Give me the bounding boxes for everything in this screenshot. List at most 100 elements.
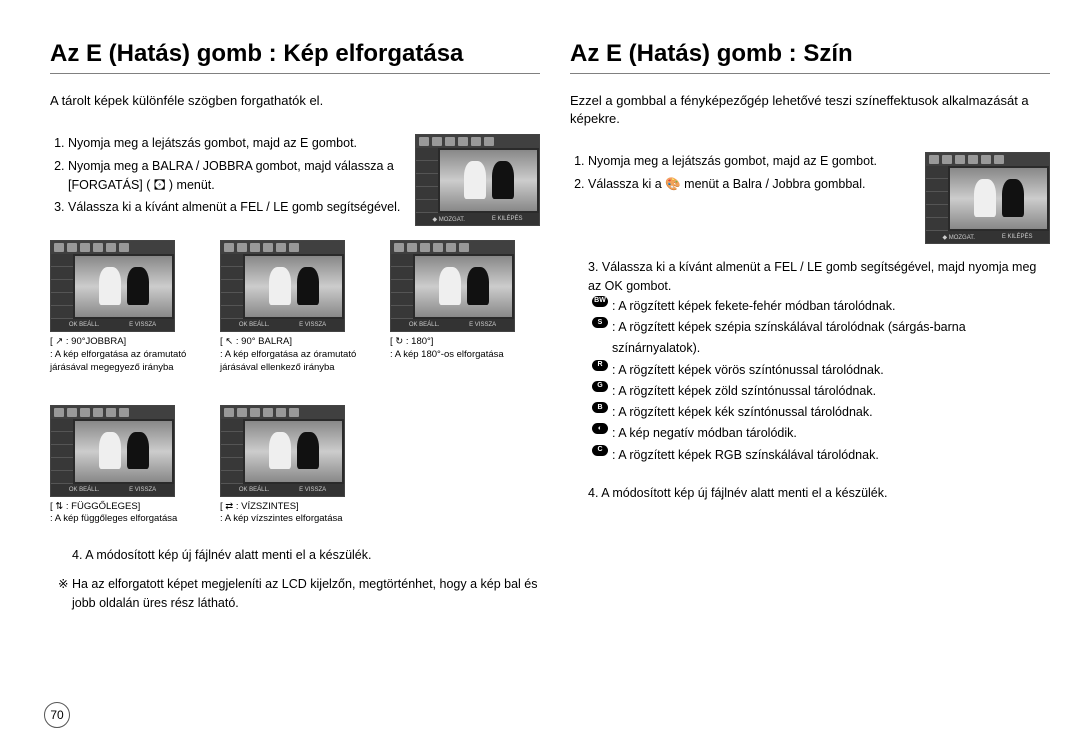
thumb-cell: FÜGGŐLEGESOK BEÁLL.E VISSZA [ ⇅ : FÜGGŐLE… bbox=[50, 405, 190, 527]
color-mode-text: : A kép negatív módban tárolódik. bbox=[612, 423, 1050, 444]
thumb-caption: [ ⇄ : VÍZSZINTES]: A kép vízszintes elfo… bbox=[220, 501, 360, 527]
screenshot-topbar bbox=[391, 241, 514, 254]
right-title: Az E (Hatás) gomb : Szín bbox=[570, 40, 1050, 74]
topbar-icon bbox=[942, 155, 952, 164]
right-step-block: Nyomja meg a lejátszás gombot, majd az E… bbox=[570, 152, 1050, 244]
screenshot-bottombar: ◆ MOZGAT. E KILÉPÉS bbox=[416, 213, 539, 225]
right-intro: Ezzel a gombbal a fényképezőgép lehetővé… bbox=[570, 92, 1050, 128]
color-mode-text: : A rögzített képek szépia színskálával … bbox=[612, 317, 1050, 360]
thumb-screenshot: FÜGGŐLEGESOK BEÁLL.E VISSZA bbox=[50, 405, 175, 497]
thumb-caption-title: [ ⇄ : VÍZSZINTES] bbox=[220, 501, 360, 514]
screenshot-photo bbox=[75, 256, 172, 317]
screenshot-bottombar: OK BEÁLL.E VISSZA bbox=[51, 484, 174, 496]
topbar-icon bbox=[445, 137, 455, 146]
color-mode-item: B : A rögzített képek kék színtónussal tá… bbox=[592, 402, 1050, 423]
thumb-caption-desc: : A kép elforgatása az óramutató járásáv… bbox=[50, 349, 186, 373]
left-step-2: Nyomja meg a BALRA / JOBBRA gombot, majd… bbox=[68, 157, 401, 196]
thumb-caption-desc: : A kép vízszintes elforgatása bbox=[220, 513, 343, 524]
thumb-caption: [ ⇅ : FÜGGŐLEGES]: A kép függőleges elfo… bbox=[50, 501, 190, 527]
screenshot-photo bbox=[440, 150, 537, 211]
screenshot-body: VÍZSZINTES bbox=[221, 419, 344, 484]
screenshot-bottombar: OK BEÁLL.E VISSZA bbox=[51, 319, 174, 331]
topbar-icon bbox=[968, 155, 978, 164]
color-badge-icon: B bbox=[592, 402, 608, 413]
screenshot-body: FORGATÁS bbox=[416, 148, 539, 213]
right-step-1: Nyomja meg a lejátszás gombot, majd az E… bbox=[588, 152, 911, 171]
screenshot-sidebar bbox=[391, 254, 413, 319]
screenshot-body: SZÍN bbox=[926, 166, 1049, 231]
screenshot-topbar bbox=[51, 241, 174, 254]
right-main-screenshot: SZÍN ◆ MOZGAT. E KILÉPÉS bbox=[925, 152, 1050, 244]
screenshot-topbar bbox=[926, 153, 1049, 166]
color-mode-text: : A rögzített képek fekete-fehér módban … bbox=[612, 296, 1050, 317]
color-badge-icon: G bbox=[592, 381, 608, 392]
screenshot-sidebar bbox=[221, 254, 243, 319]
topbar-icon bbox=[955, 155, 965, 164]
screenshot-bottombar: ◆ MOZGAT. E KILÉPÉS bbox=[926, 231, 1049, 243]
thumb-caption-desc: : A kép függőleges elforgatása bbox=[50, 513, 177, 524]
screenshot-sidebar bbox=[926, 166, 948, 231]
thumb-cell: VÍZSZINTESOK BEÁLL.E VISSZA [ ⇄ : VÍZSZIN… bbox=[220, 405, 360, 527]
bottombar-left: ◆ MOZGAT. bbox=[432, 216, 465, 223]
thumb-screenshot: 180°OK BEÁLL.E VISSZA bbox=[390, 240, 515, 332]
left-thumb-grid: JOBBRA 90°OK BEÁLL.E VISSZA[ ↗ : 90°JOBB… bbox=[50, 240, 540, 526]
right-step-4: 4. A módosított kép új fájlnév alatt men… bbox=[570, 484, 1050, 503]
left-title: Az E (Hatás) gomb : Kép elforgatása bbox=[50, 40, 540, 74]
color-mode-text: : A rögzített képek kék színtónussal tár… bbox=[612, 402, 1050, 423]
left-main-screenshot: FORGATÁS ◆ MOZGAT. E KILÉPÉS bbox=[415, 134, 540, 226]
screenshot-sidebar bbox=[416, 148, 438, 213]
topbar-icon bbox=[994, 155, 1004, 164]
left-column: Az E (Hatás) gomb : Kép elforgatása A tá… bbox=[50, 40, 540, 613]
screenshot-body: JOBBRA 90° bbox=[51, 254, 174, 319]
thumb-caption: [ ↗ : 90°JOBBRA]: A kép elforgatása az ó… bbox=[50, 336, 190, 374]
thumb-caption-title: [ ↖ : 90° BALRA] bbox=[220, 336, 360, 349]
thumb-caption-title: [ ⇅ : FÜGGŐLEGES] bbox=[50, 501, 190, 514]
thumb-caption: [ ↻ : 180°]: A kép 180°-os elforgatása bbox=[390, 336, 530, 362]
screenshot-photo bbox=[75, 421, 172, 482]
left-intro: A tárolt képek különféle szögben forgath… bbox=[50, 92, 540, 110]
color-mode-text: : A rögzített képek zöld színtónussal tá… bbox=[612, 381, 1050, 402]
screenshot-photo bbox=[245, 256, 342, 317]
screenshot-photo bbox=[415, 256, 512, 317]
thumb-screenshot: JOBBRA 90°OK BEÁLL.E VISSZA bbox=[50, 240, 175, 332]
screenshot-topbar bbox=[221, 241, 344, 254]
screenshot-body: 180° bbox=[391, 254, 514, 319]
color-badge-icon: ◐ bbox=[592, 423, 608, 434]
color-mode-item: BW : A rögzített képek fekete-fehér módba… bbox=[592, 296, 1050, 317]
color-mode-list: BW : A rögzített képek fekete-fehér módba… bbox=[592, 296, 1050, 466]
topbar-icon bbox=[929, 155, 939, 164]
screenshot-sidebar bbox=[221, 419, 243, 484]
right-steps: Nyomja meg a lejátszás gombot, majd az E… bbox=[570, 152, 911, 244]
color-badge-icon: S bbox=[592, 317, 608, 328]
right-step-2: Válassza ki a 🎨 menüt a Balra / Jobbra g… bbox=[588, 175, 911, 194]
topbar-icon bbox=[458, 137, 468, 146]
color-mode-item: G : A rögzített képek zöld színtónussal t… bbox=[592, 381, 1050, 402]
topbar-icon bbox=[484, 137, 494, 146]
screenshot-topbar bbox=[51, 406, 174, 419]
color-badge-icon: R bbox=[592, 360, 608, 371]
color-mode-item: ◐ : A kép negatív módban tárolódik. bbox=[592, 423, 1050, 444]
topbar-icon bbox=[432, 137, 442, 146]
screenshot-sidebar bbox=[51, 254, 73, 319]
color-badge-icon: C bbox=[592, 445, 608, 456]
thumb-caption-desc: : A kép 180°-os elforgatása bbox=[390, 349, 504, 360]
color-badge-icon: BW bbox=[592, 296, 608, 307]
thumb-cell: BALRA 90°OK BEÁLL.E VISSZA [ ↖ : 90° BALR… bbox=[220, 240, 360, 374]
thumb-screenshot: VÍZSZINTESOK BEÁLL.E VISSZA bbox=[220, 405, 345, 497]
thumb-cell: 180°OK BEÁLL.E VISSZA [ ↻ : 180°]: A kép … bbox=[390, 240, 530, 374]
page-number: 70 bbox=[44, 702, 70, 728]
right-step-3: 3. Válassza ki a kívánt almenüt a FEL / … bbox=[570, 258, 1050, 296]
thumb-screenshot: BALRA 90°OK BEÁLL.E VISSZA bbox=[220, 240, 345, 332]
screenshot-body: BALRA 90° bbox=[221, 254, 344, 319]
color-mode-item: C: A rögzített képek RGB színskálával tá… bbox=[592, 445, 1050, 466]
right-column: Az E (Hatás) gomb : Szín Ezzel a gombbal… bbox=[570, 40, 1050, 613]
thumb-caption-title: [ ↻ : 180°] bbox=[390, 336, 530, 349]
thumb-caption: [ ↖ : 90° BALRA]: A kép elforgatása az ó… bbox=[220, 336, 360, 374]
left-steps: Nyomja meg a lejátszás gombot, majd az E… bbox=[50, 134, 401, 226]
bottombar-right: E KILÉPÉS bbox=[1002, 234, 1033, 240]
screenshot-topbar bbox=[221, 406, 344, 419]
topbar-icon bbox=[471, 137, 481, 146]
bottombar-right: E KILÉPÉS bbox=[492, 216, 523, 222]
left-step-1: Nyomja meg a lejátszás gombot, majd az E… bbox=[68, 134, 401, 153]
color-mode-item: S : A rögzített képek szépia színskálával… bbox=[592, 317, 1050, 360]
